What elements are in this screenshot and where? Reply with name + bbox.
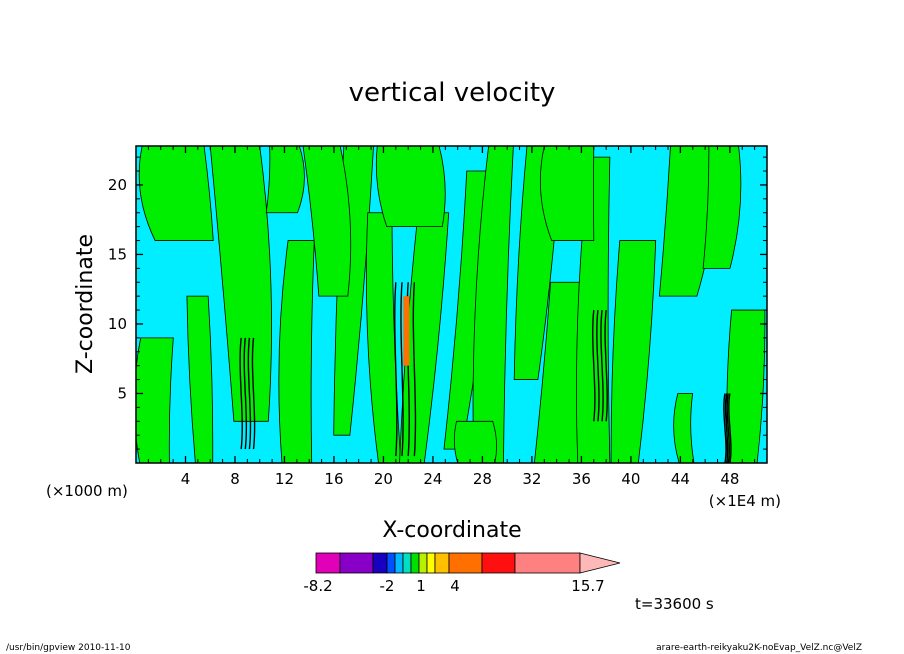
x-axis-label: X-coordinate — [382, 518, 521, 543]
x-unit-right: (×1E4 m) — [709, 492, 781, 510]
plot-area — [136, 146, 767, 463]
updraft-core-contour-0-3 — [251, 337, 256, 450]
colorbar-label-1: -2 — [380, 577, 395, 595]
colorbar-swatch-5 — [402, 552, 412, 574]
x-tick-label-7: 32 — [522, 470, 541, 488]
x-tick-label-9: 40 — [621, 470, 640, 488]
x-tick-label-8: 36 — [572, 470, 591, 488]
y-tick-label-1: 10 — [108, 315, 127, 333]
updraft-core-contour-3-3 — [728, 393, 732, 463]
updraft-core-contour-2-0 — [592, 309, 596, 422]
colorbar-swatch-11 — [481, 552, 516, 574]
positive-velocity-regions — [136, 146, 766, 463]
updraft-core-contour-2-2 — [600, 309, 604, 422]
positive-region-7 — [399, 212, 450, 463]
y-tick-label-2: 15 — [108, 245, 127, 263]
updraft-core-contour-0-1 — [243, 337, 248, 450]
updraft-core-contour-3-0 — [723, 393, 727, 463]
updraft-core-contour-2-1 — [596, 309, 600, 422]
colorbar-swatch-6 — [410, 552, 420, 574]
chart-title: vertical velocity — [349, 78, 556, 108]
updraft-core-contour-0-2 — [247, 337, 252, 450]
colorbar-swatch-12 — [514, 552, 581, 574]
updraft-core-contour-1-1 — [400, 282, 404, 457]
updraft-core-contour-3-2 — [726, 393, 731, 463]
x-tick-label-4: 20 — [374, 470, 393, 488]
colorbar-swatch-9 — [434, 552, 450, 574]
y-axis-label: Z-coordinate — [73, 234, 98, 374]
positive-region-21 — [539, 146, 595, 241]
colorbar-swatch-1 — [339, 552, 374, 574]
time-label: t=33600 s — [635, 595, 714, 613]
colorbar-swatch-7 — [418, 552, 428, 574]
positive-region-2 — [209, 146, 272, 422]
positive-region-16 — [726, 309, 766, 463]
updraft-core-contour-1-0 — [394, 282, 398, 457]
positive-region-15 — [673, 393, 695, 463]
colorbar-swatch-3 — [386, 552, 396, 574]
positive-region-17 — [702, 146, 742, 269]
positive-region-1 — [186, 295, 214, 463]
x-axis-ticks: 4 8 12 16 20 24 28 32 36 40 44 48 — [147, 146, 756, 488]
x-tick-label-11: 48 — [720, 470, 739, 488]
colorbar-labels: -8.2 -2 1 4 15.7 — [303, 577, 604, 595]
x-tick-label-3: 16 — [324, 470, 343, 488]
x-tick-label-1: 8 — [230, 470, 240, 488]
colorbar-swatch-2 — [372, 552, 388, 574]
colorbar-arrow — [579, 552, 621, 574]
x-unit-left: (×1000 m) — [46, 482, 128, 500]
updraft-core-contour-0-0 — [239, 337, 243, 450]
colorbar-label-4: 15.7 — [571, 577, 604, 595]
x-tick-label-10: 44 — [671, 470, 690, 488]
positive-region-20 — [265, 146, 305, 214]
updraft-core-contour-1-3 — [412, 282, 417, 457]
updraft-core-contour-2-3 — [604, 309, 608, 422]
footer-right: arare-earth-reikyaku2K-noEvap_VelZ.nc@Ve… — [656, 643, 862, 653]
x-tick-label-2: 12 — [275, 470, 294, 488]
x-tick-label-0: 4 — [181, 470, 191, 488]
positive-region-18 — [138, 146, 214, 241]
positive-region-3 — [278, 240, 315, 463]
x-tick-label-6: 28 — [473, 470, 492, 488]
positive-region-22 — [453, 420, 497, 463]
colorbar-swatch-0 — [315, 552, 341, 574]
colorbar-swatch-10 — [448, 552, 483, 574]
y-axis-ticks: 5 10 15 20 — [108, 156, 767, 450]
positive-region-19 — [375, 146, 446, 228]
colorbar-label-0: -8.2 — [303, 577, 332, 595]
colorbar — [315, 552, 621, 574]
colorbar-label-3: 4 — [450, 577, 460, 595]
positive-region-5 — [302, 146, 352, 297]
positive-region-13 — [610, 240, 657, 463]
positive-region-0 — [136, 337, 174, 463]
plot-frame — [135, 145, 768, 464]
footer-left: /usr/bin/gpview 2010-11-10 — [6, 643, 131, 653]
updraft-cores — [239, 282, 732, 463]
updraft-core-contour-3-1 — [724, 393, 729, 463]
max-updraft-core — [403, 296, 410, 366]
colorbar-label-2: 1 — [416, 577, 426, 595]
x-tick-label-5: 24 — [423, 470, 442, 488]
positive-region-9 — [472, 146, 514, 463]
y-tick-label-3: 20 — [108, 176, 127, 194]
colorbar-swatch-4 — [394, 552, 404, 574]
y-tick-label-0: 5 — [117, 384, 127, 402]
colorbar-swatch-8 — [426, 552, 436, 574]
